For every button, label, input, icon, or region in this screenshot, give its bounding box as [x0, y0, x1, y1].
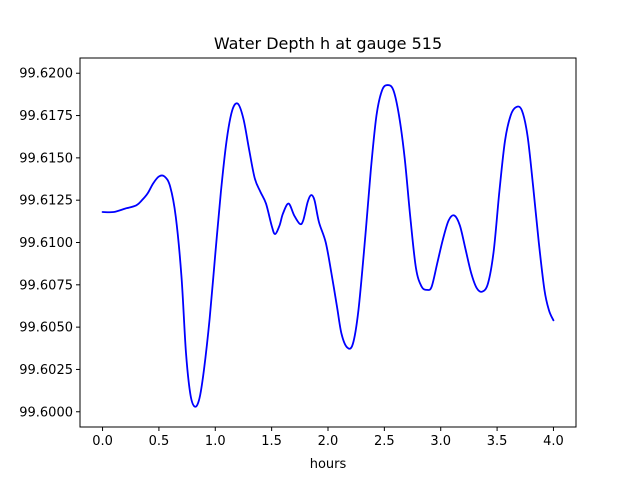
x-tick-label: 3.5: [487, 434, 508, 449]
x-tick-label: 3.0: [430, 434, 451, 449]
series-line: [101, 84, 555, 408]
y-tick-label: 99.6200: [19, 67, 73, 82]
y-axis: 99.6000 99.6025 99.6050 99.6075 99.6100 99.61…: [19, 67, 80, 420]
y-tick-label: 99.6150: [19, 151, 73, 166]
chart-title: Water Depth h at gauge 515: [214, 34, 442, 53]
x-tick-label: 4.0: [543, 434, 564, 449]
x-axis: 0.0 0.5 1.0 1.5 2.0 2.5 3.0 3.5 4.0: [92, 427, 564, 449]
x-tick-label: 2.0: [318, 434, 339, 449]
x-axis-label: hours: [310, 457, 347, 472]
y-tick-label: 99.6075: [19, 278, 73, 293]
y-tick-label: 99.6100: [19, 236, 73, 251]
x-tick-label: 0.0: [92, 434, 113, 449]
y-tick-label: 99.6000: [19, 405, 73, 420]
x-tick-label: 0.5: [149, 434, 170, 449]
y-tick-label: 99.6025: [19, 363, 73, 378]
y-tick-label: 99.6125: [19, 194, 73, 209]
x-tick-label: 1.5: [261, 434, 282, 449]
y-tick-label: 99.6175: [19, 109, 73, 124]
x-tick-label: 2.5: [374, 434, 395, 449]
y-tick-label: 99.6050: [19, 321, 73, 336]
x-tick-label: 1.0: [205, 434, 226, 449]
